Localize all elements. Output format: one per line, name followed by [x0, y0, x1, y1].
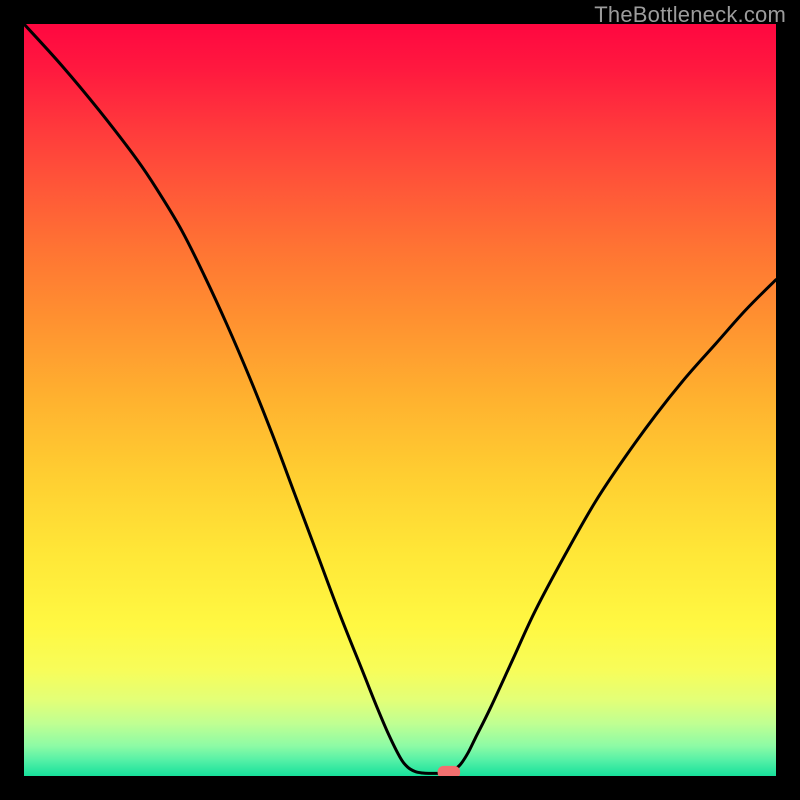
- chart-canvas: TheBottleneck.com: [0, 0, 800, 800]
- bottleneck-chart-svg: [0, 0, 800, 800]
- chart-plot-background: [24, 24, 776, 776]
